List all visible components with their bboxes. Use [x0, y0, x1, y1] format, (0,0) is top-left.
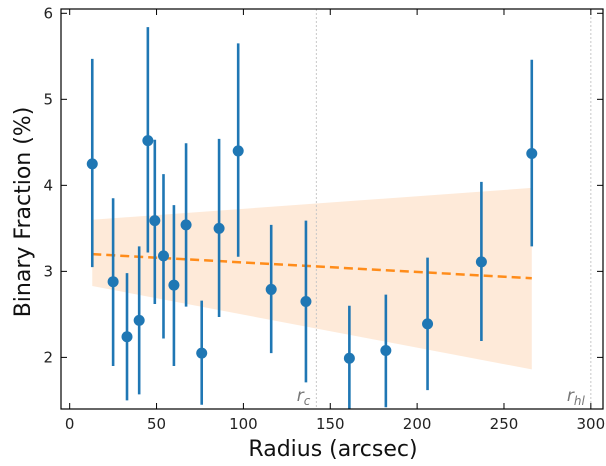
confidence-band-layer	[92, 187, 532, 370]
data-point	[142, 135, 154, 147]
data-point	[265, 283, 277, 295]
x-tick-label: 200	[403, 415, 432, 433]
data-point	[232, 145, 244, 157]
reference-label-subscript: hl	[574, 394, 586, 408]
plot-frame	[60, 8, 604, 410]
axes-layer: 0 50 100 150 200 250 300 2 3 4 5 6	[43, 4, 605, 433]
x-tick-label: 300	[577, 415, 606, 433]
data-point	[133, 314, 145, 326]
data-point	[86, 158, 98, 170]
data-point	[526, 148, 538, 160]
y-axis-title: Binary Fraction (%)	[11, 107, 36, 318]
x-tick-label: 50	[147, 415, 166, 433]
y-tick-label: 4	[43, 176, 53, 194]
x-tick-label: 150	[316, 415, 345, 433]
data-point	[121, 331, 133, 343]
data-point	[107, 276, 119, 288]
y-tick-label: 5	[43, 90, 53, 108]
y-tick-label: 6	[43, 4, 53, 22]
data-point	[168, 279, 180, 291]
data-point	[300, 295, 312, 307]
data-point	[343, 352, 355, 364]
confidence-band	[92, 187, 532, 370]
reference-label-subscript: c	[304, 394, 311, 408]
x-axis-title: Radius (arcsec)	[248, 437, 417, 462]
data-point	[213, 222, 225, 234]
data-point	[196, 347, 208, 359]
reference-label-hl: rhl	[567, 386, 586, 408]
data-point	[422, 318, 434, 330]
reference-label-c: rc	[297, 386, 311, 408]
data-point	[475, 256, 487, 268]
x-tick-label: 0	[65, 415, 75, 433]
data-points-layer	[86, 135, 538, 364]
data-point	[380, 345, 392, 357]
data-point	[180, 219, 192, 231]
y-tick-label: 3	[43, 262, 53, 280]
data-point	[157, 250, 169, 262]
y-tick-label: 2	[43, 348, 53, 366]
data-point	[149, 215, 161, 227]
x-tick-label: 250	[490, 415, 519, 433]
x-tick-label: 100	[229, 415, 258, 433]
